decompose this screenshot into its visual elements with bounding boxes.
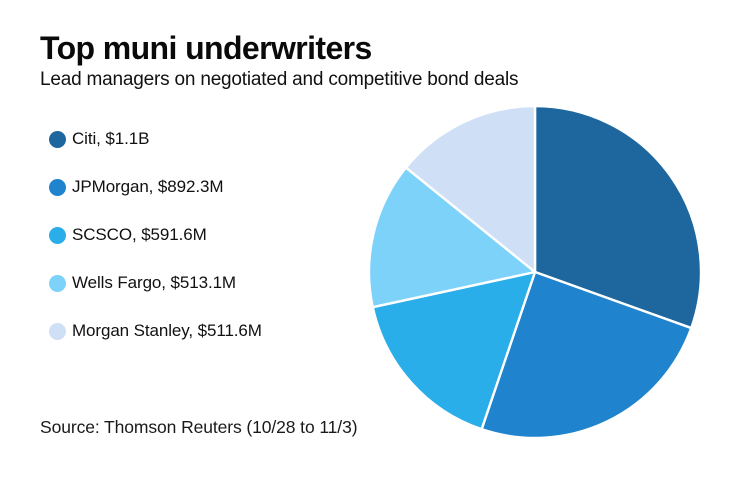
legend-label: Morgan Stanley, $511.6M xyxy=(72,321,262,340)
legend-label: JPMorgan, $892.3M xyxy=(72,177,224,196)
page-title: Top muni underwriters xyxy=(40,30,372,66)
pie-slice-citi xyxy=(533,104,703,330)
legend-swatch-icon xyxy=(49,226,66,244)
legend-item: Wells Fargo, $513.1M xyxy=(49,259,349,307)
legend-item: Morgan Stanley, $511.6M xyxy=(49,307,349,355)
pie-slice-jpmorgan xyxy=(480,270,693,440)
pie-legend: Citi, $1.1B JPMorgan, $892.3M SCSCO, $591.… xyxy=(49,115,349,355)
legend-swatch-icon xyxy=(49,178,66,196)
pie-chart xyxy=(367,104,703,440)
legend-label: Citi, $1.1B xyxy=(72,129,150,148)
legend-swatch-icon xyxy=(49,322,66,340)
pie-slice-morgan-stanley xyxy=(404,104,537,274)
legend-item: JPMorgan, $892.3M xyxy=(49,163,349,211)
chart-subtitle: Lead managers on negotiated and competit… xyxy=(40,69,519,90)
legend-item: SCSCO, $591.6M xyxy=(49,211,349,259)
pie-slice-wells-fargo xyxy=(367,166,537,309)
pie-slice-scsco xyxy=(371,270,537,431)
legend-swatch-icon xyxy=(49,130,66,148)
legend-label: Wells Fargo, $513.1M xyxy=(72,273,236,292)
legend-item: Citi, $1.1B xyxy=(49,115,349,163)
source-note: Source: Thomson Reuters (10/28 to 11/3) xyxy=(40,417,358,437)
legend-label: SCSCO, $591.6M xyxy=(72,225,207,244)
legend-swatch-icon xyxy=(49,274,66,292)
